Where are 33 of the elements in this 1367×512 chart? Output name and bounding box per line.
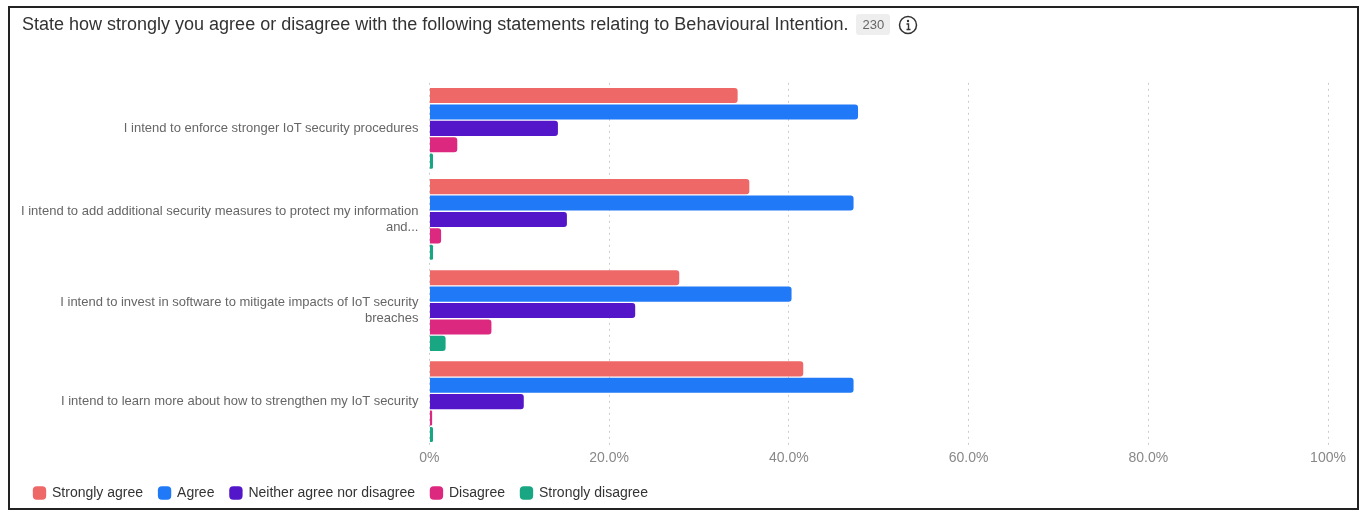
bar [429,211,567,227]
legend-label: Neither agree nor disagree [248,483,416,500]
bar [429,104,859,120]
bar [429,120,558,136]
legend-label: Strongly disagree [538,483,649,500]
bar [429,195,854,211]
x-tick-label: 60.0% [948,449,989,466]
bar [429,137,458,153]
y-tick-label: I intend to learn more about how to strengthen my IoT security [60,393,419,409]
x-tick-label: 100% [1310,449,1346,466]
bar [429,377,854,393]
bar [429,228,442,244]
bar [429,270,680,286]
bar [429,179,750,195]
bar [429,319,492,335]
bar [429,303,636,319]
bar [429,335,446,351]
x-tick-label: 80.0% [1128,449,1169,466]
y-tick-label: I intend to invest in software to mitigate impacts of IoT security breaches [60,294,419,325]
x-tick-label: 40.0% [769,449,809,466]
legend-label: Disagree [448,483,506,500]
y-tick-label: I intend to enforce stronger IoT security procedures [123,119,419,135]
y-tick-label: I intend to add additional security measures to protect my information and... [20,203,419,234]
bar [429,361,804,377]
legend-label: Agree [177,483,215,500]
bar [429,88,738,104]
chart-title: State how strongly you agree or disagree with the following statements relating to Behavioural Intention. [22,14,849,35]
legend-label: Strongly agree [52,483,144,500]
x-tick-label: 0% [419,449,440,466]
bar [429,394,524,410]
text: 230 [856,14,891,35]
bar [429,286,792,302]
x-tick-label: 20.0% [589,449,629,466]
